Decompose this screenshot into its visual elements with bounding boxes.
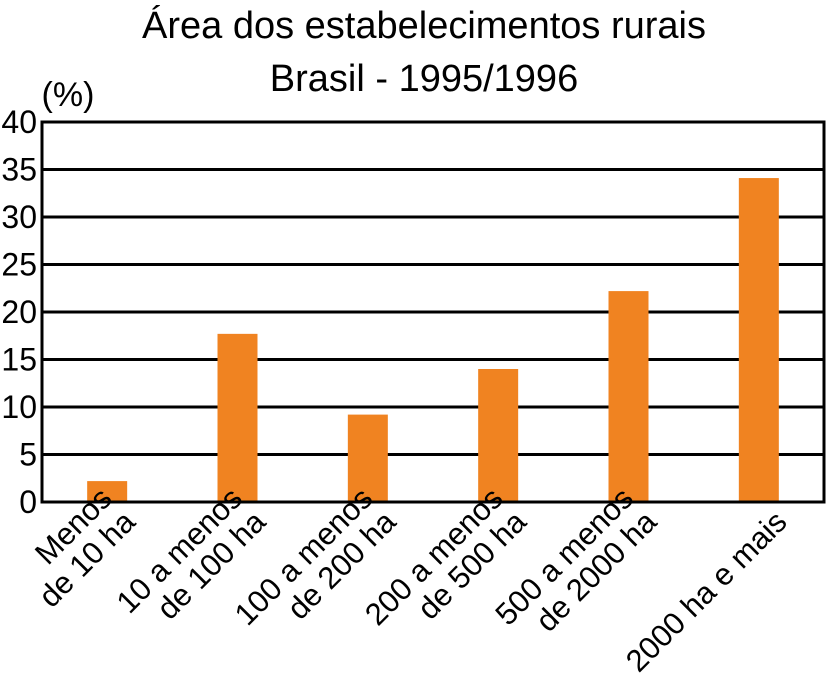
- plot-frame: [40, 120, 826, 504]
- bars: [87, 178, 779, 503]
- bar: [608, 291, 649, 502]
- grid-lines: [42, 168, 824, 456]
- bar: [738, 178, 779, 503]
- y-tick-labels: 0 5 10 15 20 25 30 35 40: [1, 104, 37, 520]
- y-tick-label: 10: [1, 389, 37, 425]
- y-tick-label: 0: [19, 484, 37, 520]
- bar: [478, 369, 519, 502]
- y-tick-label: 20: [1, 294, 37, 330]
- y-tick-label: 25: [1, 247, 37, 283]
- bar: [347, 414, 388, 502]
- bar: [87, 481, 128, 502]
- y-tick-label: 35: [1, 152, 37, 188]
- y-axis-label: (%): [42, 76, 95, 114]
- bar: [217, 333, 258, 502]
- y-tick-label: 5: [19, 437, 37, 473]
- chart-subtitle: Brasil - 1995/1996: [270, 58, 578, 100]
- y-tick-label: 40: [1, 104, 37, 140]
- y-tick-label: 15: [1, 342, 37, 378]
- y-tick-label: 30: [1, 199, 37, 235]
- chart-title: Área dos estabelecimentos rurais: [142, 4, 706, 47]
